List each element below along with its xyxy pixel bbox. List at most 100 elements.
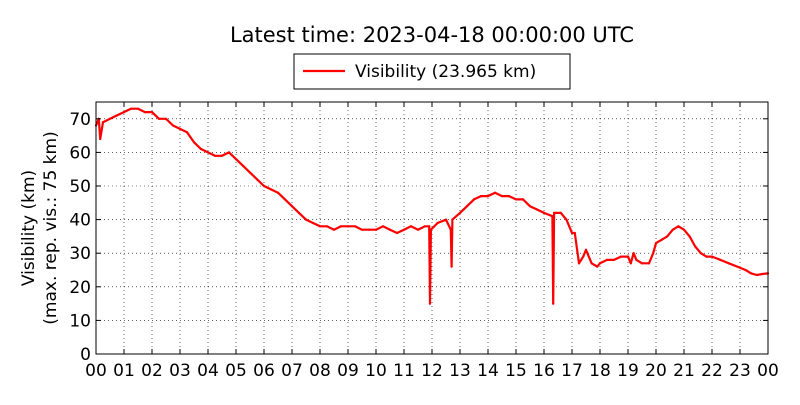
data-series — [94, 107, 770, 305]
data-point — [227, 151, 231, 154]
data-point — [171, 124, 175, 127]
x-tick-label: 02 — [141, 361, 163, 381]
data-point — [367, 228, 371, 231]
data-point — [234, 158, 238, 161]
data-point — [688, 235, 691, 238]
y-tick-label: 10 — [69, 311, 91, 331]
x-tick-label: 00 — [757, 361, 779, 381]
data-point — [528, 205, 532, 208]
data-point — [652, 252, 655, 255]
data-point — [428, 302, 432, 305]
data-point — [449, 228, 452, 231]
data-point — [635, 258, 638, 261]
data-point — [101, 121, 105, 124]
data-point — [436, 221, 439, 225]
x-tick-label: 09 — [337, 361, 359, 381]
data-point — [143, 111, 147, 114]
data-point — [122, 111, 126, 114]
x-tick-label: 17 — [561, 361, 583, 381]
data-point — [325, 225, 329, 228]
data-point — [276, 191, 280, 194]
data-point — [450, 265, 453, 268]
data-point — [493, 191, 497, 194]
data-point — [241, 164, 245, 167]
data-point — [699, 252, 702, 255]
data-point — [318, 225, 322, 228]
x-tick-label: 20 — [645, 361, 667, 381]
data-point — [626, 255, 630, 258]
x-tick-label: 12 — [421, 361, 443, 381]
data-point — [727, 262, 730, 265]
data-point — [192, 141, 196, 144]
y-axis-label: Visibility (km) — [19, 170, 39, 286]
data-point — [388, 228, 392, 231]
data-point — [381, 225, 385, 228]
data-point — [416, 228, 420, 231]
data-point — [619, 255, 623, 258]
x-tick-label: 14 — [477, 361, 499, 381]
data-point — [185, 131, 189, 134]
data-point — [150, 111, 154, 114]
data-point — [705, 255, 708, 258]
data-point — [577, 262, 581, 265]
data-point — [213, 154, 217, 157]
data-point — [429, 228, 432, 231]
data-point — [719, 258, 722, 261]
data-point — [136, 107, 140, 110]
data-point — [283, 198, 287, 201]
data-point — [596, 265, 599, 268]
x-tick-label: 15 — [505, 361, 527, 381]
data-point — [710, 255, 714, 258]
x-tick-label: 08 — [309, 361, 331, 381]
x-axis-ticks: 00 01 02 03 04 05 06 07 08 09 10 11 12 13 14 15 16 17 18 19… — [85, 102, 779, 381]
data-point — [206, 151, 210, 154]
data-point — [360, 228, 364, 231]
y-tick-label: 40 — [69, 211, 91, 231]
y-axis-ticks: 0 10 20 30 40 50 60 70 — [69, 110, 768, 365]
data-point — [744, 268, 747, 272]
data-point — [573, 231, 576, 235]
x-tick-label: 13 — [449, 361, 471, 381]
data-point — [542, 211, 546, 214]
legend: Visibility (23.965 km) — [293, 53, 571, 90]
y-tick-label: 50 — [69, 177, 91, 197]
data-point — [157, 117, 161, 120]
x-tick-label: 04 — [197, 361, 219, 381]
x-tick-label: 06 — [253, 361, 275, 381]
x-tick-label: 07 — [281, 361, 303, 381]
data-point — [108, 117, 112, 120]
data-point — [677, 225, 680, 228]
data-point — [374, 228, 378, 231]
data-point — [304, 218, 308, 221]
data-point — [559, 211, 562, 214]
data-point — [632, 252, 635, 255]
data-point — [290, 205, 294, 208]
y-tick-label: 0 — [80, 345, 91, 365]
data-point — [694, 245, 697, 248]
data-point — [332, 228, 336, 231]
data-point — [755, 273, 758, 277]
data-point — [262, 184, 266, 188]
data-point — [428, 225, 431, 228]
data-point — [521, 198, 525, 201]
data-point — [750, 272, 753, 275]
data-point — [584, 248, 588, 251]
data-point — [660, 238, 663, 241]
grid — [96, 102, 768, 354]
data-point — [297, 211, 301, 214]
data-point — [761, 272, 764, 276]
data-point — [582, 255, 585, 258]
data-point — [269, 188, 273, 191]
data-point — [339, 225, 343, 228]
data-point — [671, 228, 674, 231]
x-tick-label: 05 — [225, 361, 247, 381]
data-point — [220, 154, 224, 157]
data-point — [248, 171, 252, 174]
data-point — [129, 107, 133, 110]
data-point — [666, 235, 669, 238]
data-point — [458, 211, 462, 214]
data-point — [99, 137, 102, 141]
data-point — [479, 195, 483, 198]
